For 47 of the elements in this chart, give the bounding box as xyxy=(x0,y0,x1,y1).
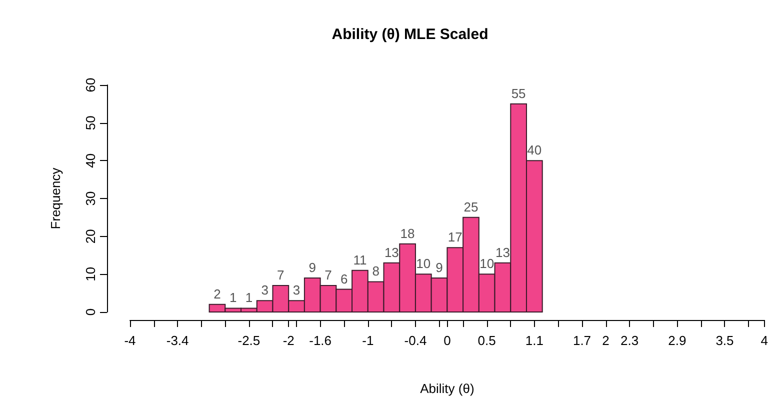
data-label: 3 xyxy=(261,282,268,298)
x-tick-label: -4 xyxy=(124,333,136,348)
x-tick-label: -2 xyxy=(282,333,294,348)
data-label: 18 xyxy=(400,226,415,241)
x-tick-label: -1.6 xyxy=(309,333,332,348)
x-tick-label: 1.7 xyxy=(572,333,592,348)
x-tick-label: 2.3 xyxy=(620,333,639,348)
data-label: 13 xyxy=(384,244,399,260)
data-label: 6 xyxy=(340,271,348,286)
data-label: 11 xyxy=(353,252,367,268)
x-tick-label: 1.1 xyxy=(525,333,544,348)
data-label: 1 xyxy=(229,290,237,306)
x-tick-label: -0.4 xyxy=(404,333,427,348)
x-tick-label: 0 xyxy=(444,333,451,348)
data-label: 9 xyxy=(308,260,316,275)
data-label: 13 xyxy=(495,244,510,260)
y-tick-label: 40 xyxy=(83,153,98,168)
y-axis-title: Frequency xyxy=(48,167,63,230)
data-label: 25 xyxy=(464,199,478,214)
data-label: 9 xyxy=(436,260,443,275)
data-label: 2 xyxy=(214,286,221,302)
y-tick-label: 50 xyxy=(83,116,98,130)
data-label: 17 xyxy=(448,230,462,245)
x-tick-label: -2.5 xyxy=(238,333,260,348)
x-tick-label: 0.5 xyxy=(478,333,496,348)
y-tick-label: 30 xyxy=(83,191,98,206)
data-label: 1 xyxy=(245,290,253,306)
data-label: 3 xyxy=(292,282,300,298)
x-tick-label: 4 xyxy=(760,333,768,348)
x-tick-label: 3.5 xyxy=(716,333,734,348)
data-label: 55 xyxy=(511,86,526,101)
data-label: 10 xyxy=(416,256,431,272)
data-label: 7 xyxy=(277,268,284,283)
x-tick-label: -3.4 xyxy=(166,333,189,348)
x-tick-label: 2.9 xyxy=(668,333,686,348)
x-tick-label: 2 xyxy=(602,333,610,348)
data-label: 40 xyxy=(527,142,542,158)
y-tick-label: 10 xyxy=(83,266,98,282)
data-label: 10 xyxy=(480,256,494,272)
y-tick-label: 0 xyxy=(83,308,98,316)
chart-title: Ability (θ) MLE Scaled xyxy=(332,26,488,43)
x-axis-title: Ability (θ) xyxy=(420,381,474,396)
x-tick-label: -1 xyxy=(362,333,374,348)
data-label: 8 xyxy=(372,264,380,279)
data-label: 7 xyxy=(324,268,332,283)
y-tick-label: 60 xyxy=(83,78,98,92)
y-tick-label: 20 xyxy=(83,229,98,244)
